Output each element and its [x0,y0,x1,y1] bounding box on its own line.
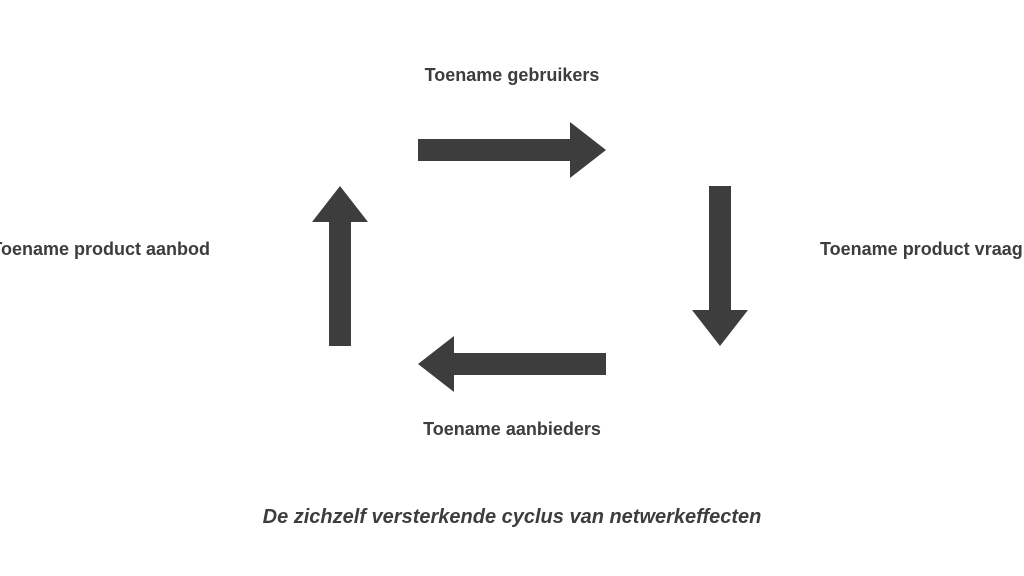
arrow-head-icon [570,122,606,178]
arrow-shaft [454,353,606,375]
arrow-shaft [418,139,570,161]
label-right: Toename product vraag [820,239,1023,260]
arrow-right-down [692,186,748,346]
arrow-left-up [312,186,368,346]
diagram-caption: De zichzelf versterkende cyclus van netw… [263,506,762,529]
arrow-head-icon [312,186,368,222]
label-top: Toename gebruikers [425,65,600,86]
arrow-head-icon [692,310,748,346]
arrow-top-right [418,122,606,178]
label-bottom: Toename aanbieders [423,419,601,440]
arrow-bottom-left [418,336,606,392]
diagram-stage: Toename gebruikers Toename product vraag… [0,0,1024,576]
label-left: Toename product aanbod [0,239,210,260]
arrow-shaft [709,186,731,310]
arrow-head-icon [418,336,454,392]
arrow-shaft [329,222,351,346]
